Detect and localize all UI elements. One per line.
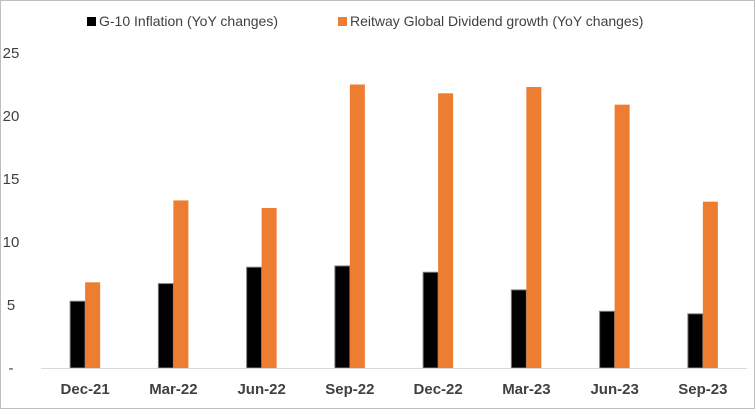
bar-g10-inflation bbox=[334, 265, 351, 369]
x-tick-label: Mar-22 bbox=[149, 381, 197, 398]
bar-reitway-dividend-growth bbox=[438, 93, 454, 368]
bar-reitway-dividend-growth bbox=[349, 84, 365, 368]
bar-reitway-dividend-growth bbox=[526, 87, 542, 369]
y-tick-label: - bbox=[9, 360, 14, 377]
bar-reitway-dividend-growth bbox=[614, 104, 630, 368]
y-tick-label: 20 bbox=[3, 108, 20, 125]
legend: G-10 Inflation (YoY changes) Reitway Glo… bbox=[87, 13, 643, 29]
bar-reitway-dividend-growth bbox=[85, 282, 101, 368]
x-tick-label: Dec-22 bbox=[414, 381, 463, 398]
y-tick-label: 15 bbox=[3, 171, 20, 188]
bar-g10-inflation bbox=[510, 289, 527, 369]
y-tick-label: 10 bbox=[3, 234, 20, 251]
bar-reitway-dividend-growth bbox=[261, 207, 277, 368]
y-tick-label: 25 bbox=[3, 45, 20, 62]
bar-g10-inflation bbox=[422, 271, 439, 369]
x-tick-label: Mar-23 bbox=[502, 381, 550, 398]
bar-reitway-dividend-growth bbox=[702, 201, 718, 368]
x-tick-label: Jun-23 bbox=[590, 381, 638, 398]
legend-swatch-g10-inflation bbox=[87, 17, 96, 26]
y-tick-label: 5 bbox=[7, 297, 15, 314]
bar-g10-inflation bbox=[69, 300, 86, 369]
y-axis: - 5 10 15 20 25 bbox=[3, 45, 20, 377]
x-axis: Dec-21 Mar-22 Jun-22 Sep-22 Dec-22 Mar-23 Jun-… bbox=[41, 368, 747, 398]
legend-label-reitway-dividend-growth: Reitway Global Dividend growth (YoY chan… bbox=[350, 13, 643, 29]
x-tick-label: Jun-22 bbox=[237, 381, 285, 398]
bar-g10-inflation bbox=[157, 283, 174, 369]
x-tick-label: Sep-22 bbox=[325, 381, 374, 398]
bar-g10-inflation bbox=[246, 266, 263, 369]
legend-swatch-reitway-dividend-growth bbox=[338, 17, 347, 26]
bar-reitway-dividend-growth bbox=[173, 200, 189, 368]
x-tick-label: Dec-21 bbox=[61, 381, 110, 398]
x-tick-label: Sep-23 bbox=[678, 381, 727, 398]
bars bbox=[69, 84, 718, 369]
bar-g10-inflation bbox=[599, 310, 616, 369]
bar-g10-inflation bbox=[687, 313, 704, 369]
legend-label-g10-inflation: G-10 Inflation (YoY changes) bbox=[99, 13, 278, 29]
